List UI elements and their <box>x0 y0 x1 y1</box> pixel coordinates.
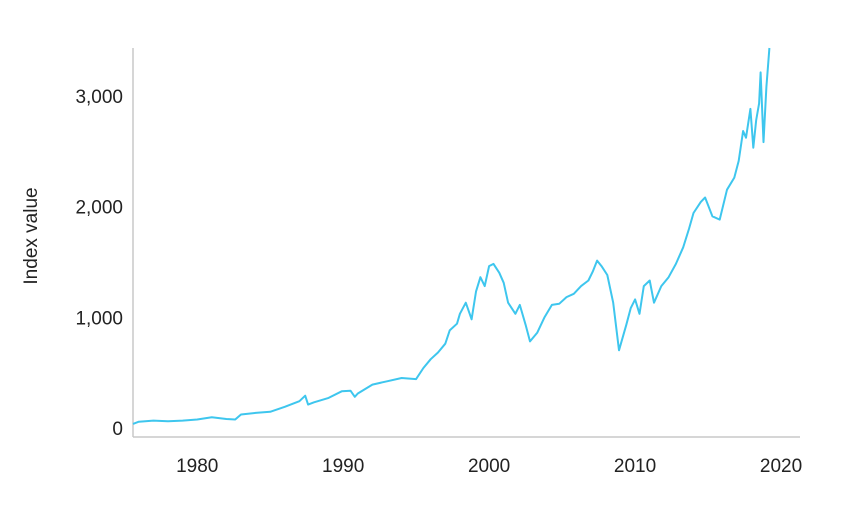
y-tick-label: 2,000 <box>75 198 123 219</box>
x-tick-label: 2020 <box>760 456 802 477</box>
y-tick-label: 1,000 <box>75 308 123 329</box>
y-tick-label: 0 <box>112 419 123 440</box>
x-tick-label: 2000 <box>468 456 510 477</box>
index-line <box>132 47 771 425</box>
y-tick-label: 3,000 <box>75 87 123 108</box>
x-tick-label: 2010 <box>614 456 656 477</box>
y-axis-label: Index value <box>21 187 42 284</box>
x-tick-label: 1980 <box>176 456 218 477</box>
x-tick-label: 1990 <box>322 456 364 477</box>
